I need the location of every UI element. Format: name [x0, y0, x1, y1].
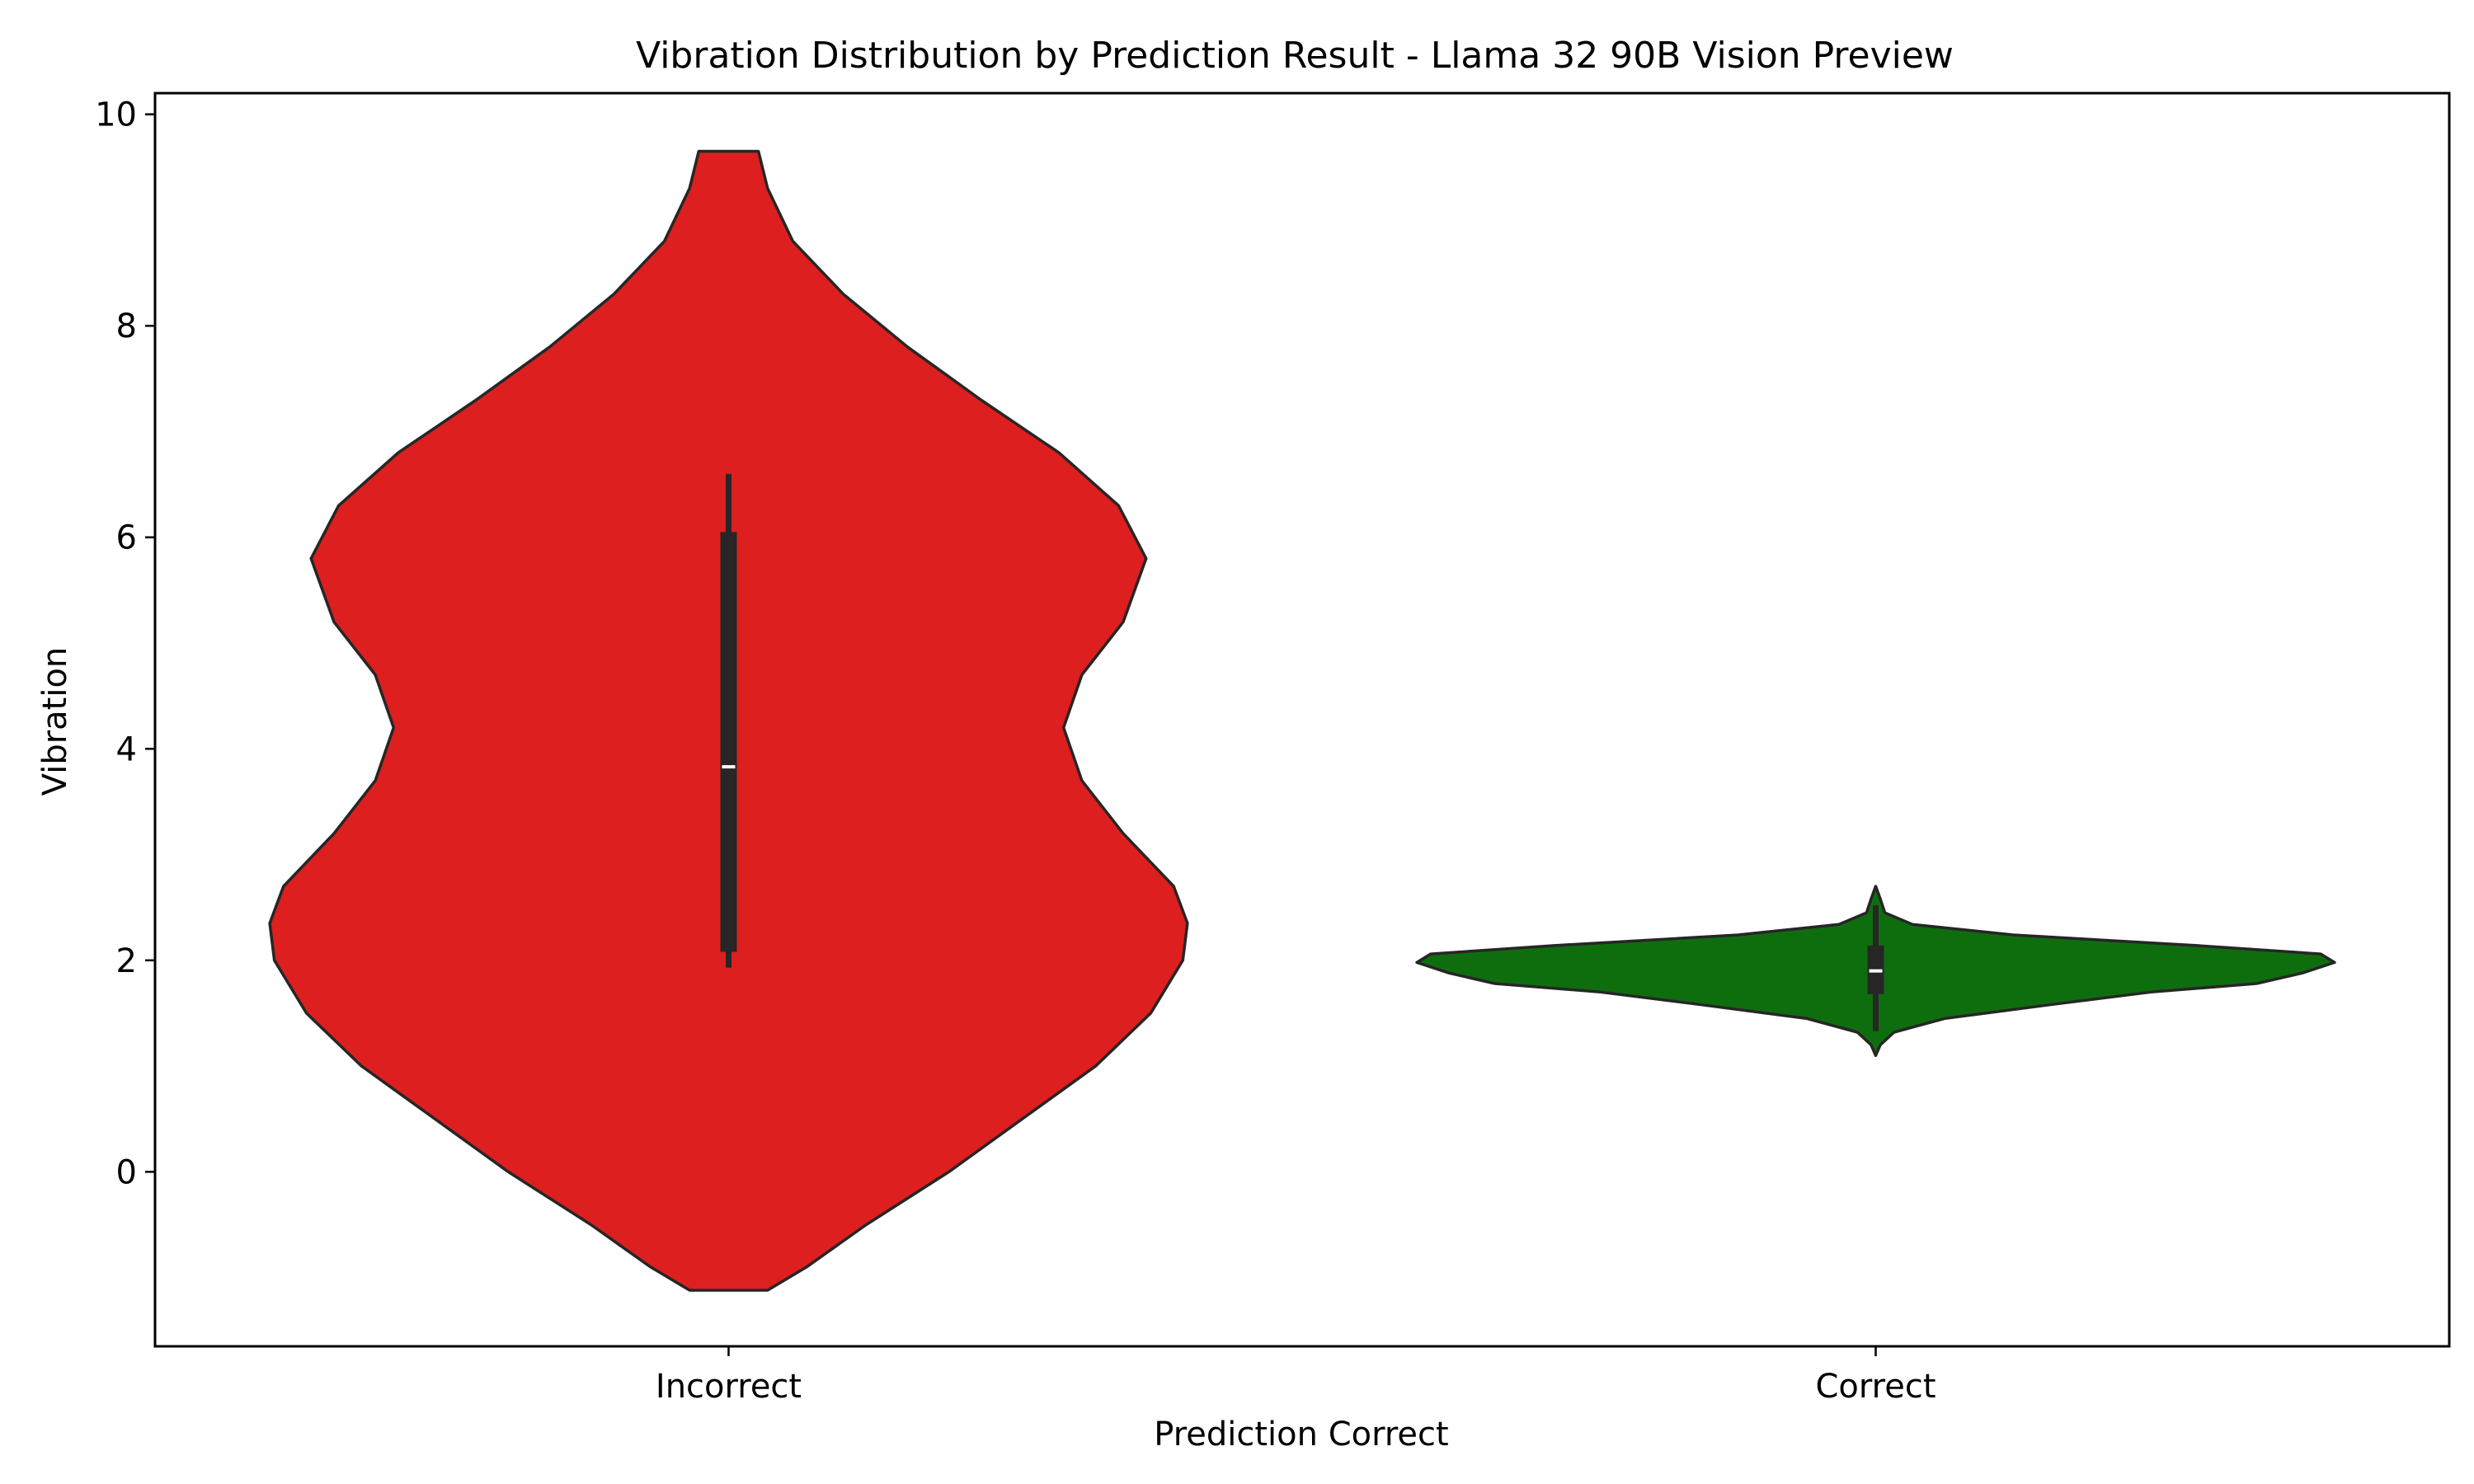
y-tick-label: 2 — [116, 942, 137, 980]
iqr-box-incorrect — [720, 532, 737, 952]
chart-title: Vibration Distribution by Prediction Res… — [636, 35, 1954, 77]
x-axis-label: Prediction Correct — [1154, 1416, 1448, 1453]
axes: Incorrect Correct 0 2 4 6 8 10 — [95, 96, 1935, 1406]
y-tick-label: 6 — [116, 519, 137, 557]
plot-frame — [153, 92, 2451, 1348]
y-tick-label: 10 — [95, 96, 137, 134]
y-axis-label: Vibration — [36, 647, 74, 796]
y-tick-label: 0 — [116, 1153, 137, 1191]
x-tick-label-correct: Correct — [1816, 1368, 1936, 1406]
plot-area — [268, 149, 2336, 1292]
y-tick-label: 4 — [116, 730, 137, 768]
y-tick-label: 8 — [116, 308, 137, 345]
x-tick-label-incorrect: Incorrect — [656, 1368, 802, 1406]
